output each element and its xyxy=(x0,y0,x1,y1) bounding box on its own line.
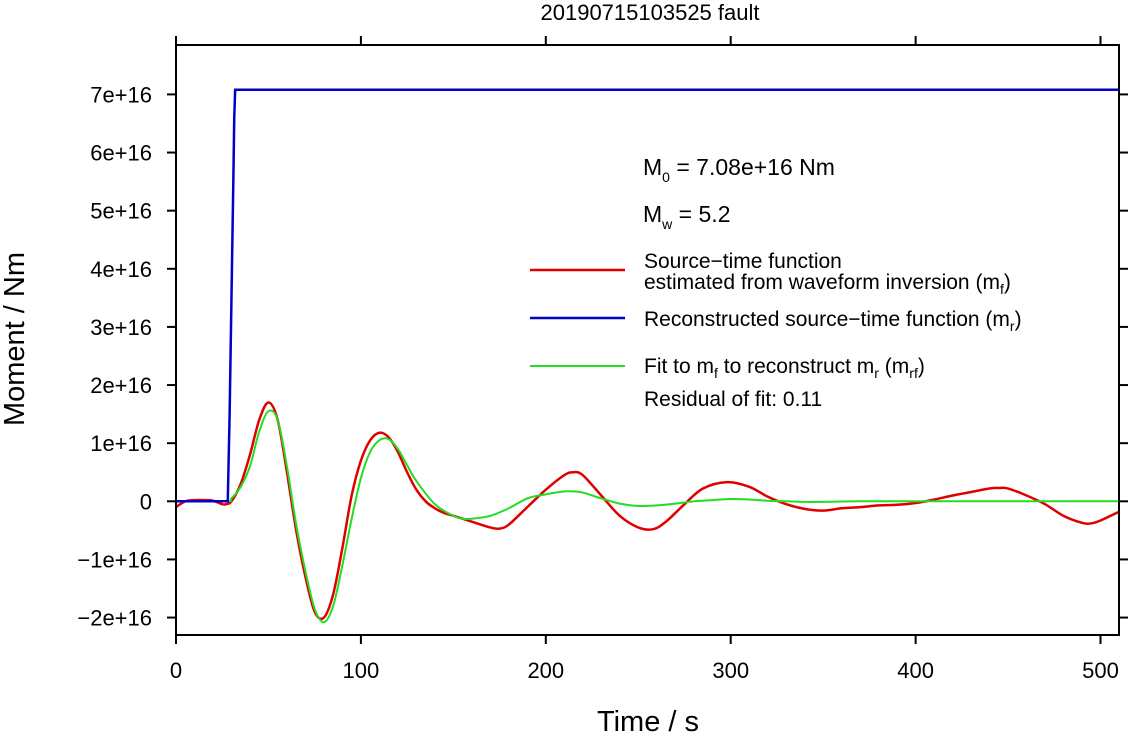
annotations: M0 = 7.08e+16 Nm Mw = 5.2 xyxy=(643,154,835,232)
x-tick-label: 200 xyxy=(527,658,564,683)
x-axis-title: Time / s xyxy=(597,706,699,736)
plot-frame xyxy=(175,44,1120,636)
moment-magnitude-annotation: Mw = 5.2 xyxy=(643,201,730,232)
y-tick-label: −2e+16 xyxy=(77,606,152,631)
chart-title: 20190715103525 fault xyxy=(541,0,760,25)
series-layer xyxy=(175,88,1120,624)
y-tick-label: 5e+16 xyxy=(90,199,152,224)
legend: Source−time function estimated from wave… xyxy=(530,250,1022,411)
x-tick-label: 100 xyxy=(343,658,380,683)
x-tick-label: 300 xyxy=(712,658,749,683)
y-tick-label: 7e+16 xyxy=(90,82,152,107)
legend-label-red-line1: Source−time function xyxy=(644,250,842,273)
y-tick-label: 3e+16 xyxy=(90,315,152,340)
x-tick-label: 500 xyxy=(1082,658,1119,683)
y-tick-label: 4e+16 xyxy=(90,257,152,282)
residual-annotation: Residual of fit: 0.11 xyxy=(644,388,822,411)
series-line-red xyxy=(175,401,1120,621)
y-tick-label: 6e+16 xyxy=(90,141,152,166)
legend-label-blue: Reconstructed source−time function (mr) xyxy=(644,308,1022,334)
y-tick-label: 0 xyxy=(140,489,152,514)
seismic-moment-annotation: M0 = 7.08e+16 Nm xyxy=(643,154,835,185)
y-tick-label: −1e+16 xyxy=(77,547,152,572)
x-tick-label: 400 xyxy=(897,658,934,683)
axes-layer: 0 100 200 300 400 500 −2e+16 −1e+16 0 1e+16 2e+16 3… xyxy=(77,36,1128,683)
y-tick-label: 1e+16 xyxy=(90,431,152,456)
legend-label-green: Fit to mf to reconstruct mr (mrf) xyxy=(644,355,925,381)
series-line-green xyxy=(175,409,1119,624)
legend-label-red-line2: estimated from waveform inversion (mf) xyxy=(644,271,1011,297)
y-tick-label: 2e+16 xyxy=(90,373,152,398)
series-line-blue xyxy=(176,88,1119,503)
x-tick-label: 0 xyxy=(170,658,182,683)
y-axis-title: Moment / Nm xyxy=(0,252,31,426)
